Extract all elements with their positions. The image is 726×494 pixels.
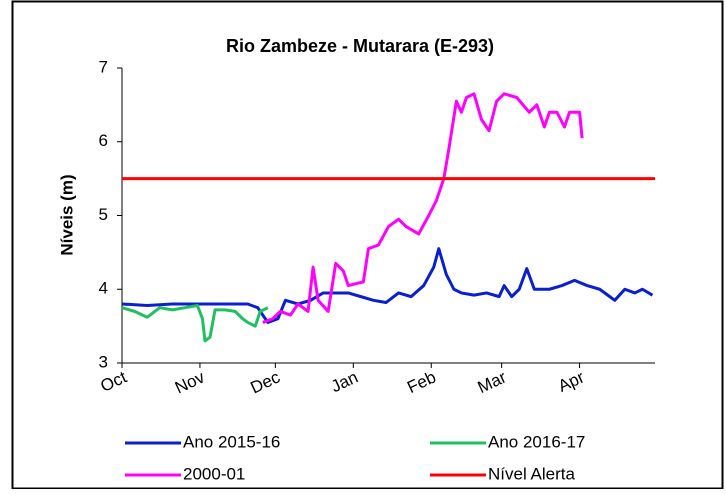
legend-label: Ano 2016-17 — [488, 432, 585, 451]
chart-title: Rio Zambeze - Mutarara (E-293) — [226, 36, 494, 56]
series-line — [121, 303, 269, 343]
y-tick-label: 6 — [99, 131, 108, 150]
legend-label: 2000-01 — [183, 464, 245, 483]
y-axis-label: Níveis (m) — [57, 174, 76, 255]
legend-label: Nível Alerta — [488, 464, 575, 483]
y-tick-label: 3 — [99, 352, 108, 371]
y-tick-label: 5 — [99, 205, 108, 224]
series-line — [262, 92, 584, 324]
legend-label: Ano 2015-16 — [183, 432, 280, 451]
frame — [11, 0, 724, 490]
y-tick-label: 4 — [99, 279, 108, 298]
y-tick-label: 7 — [99, 57, 108, 76]
series-line — [121, 247, 654, 324]
